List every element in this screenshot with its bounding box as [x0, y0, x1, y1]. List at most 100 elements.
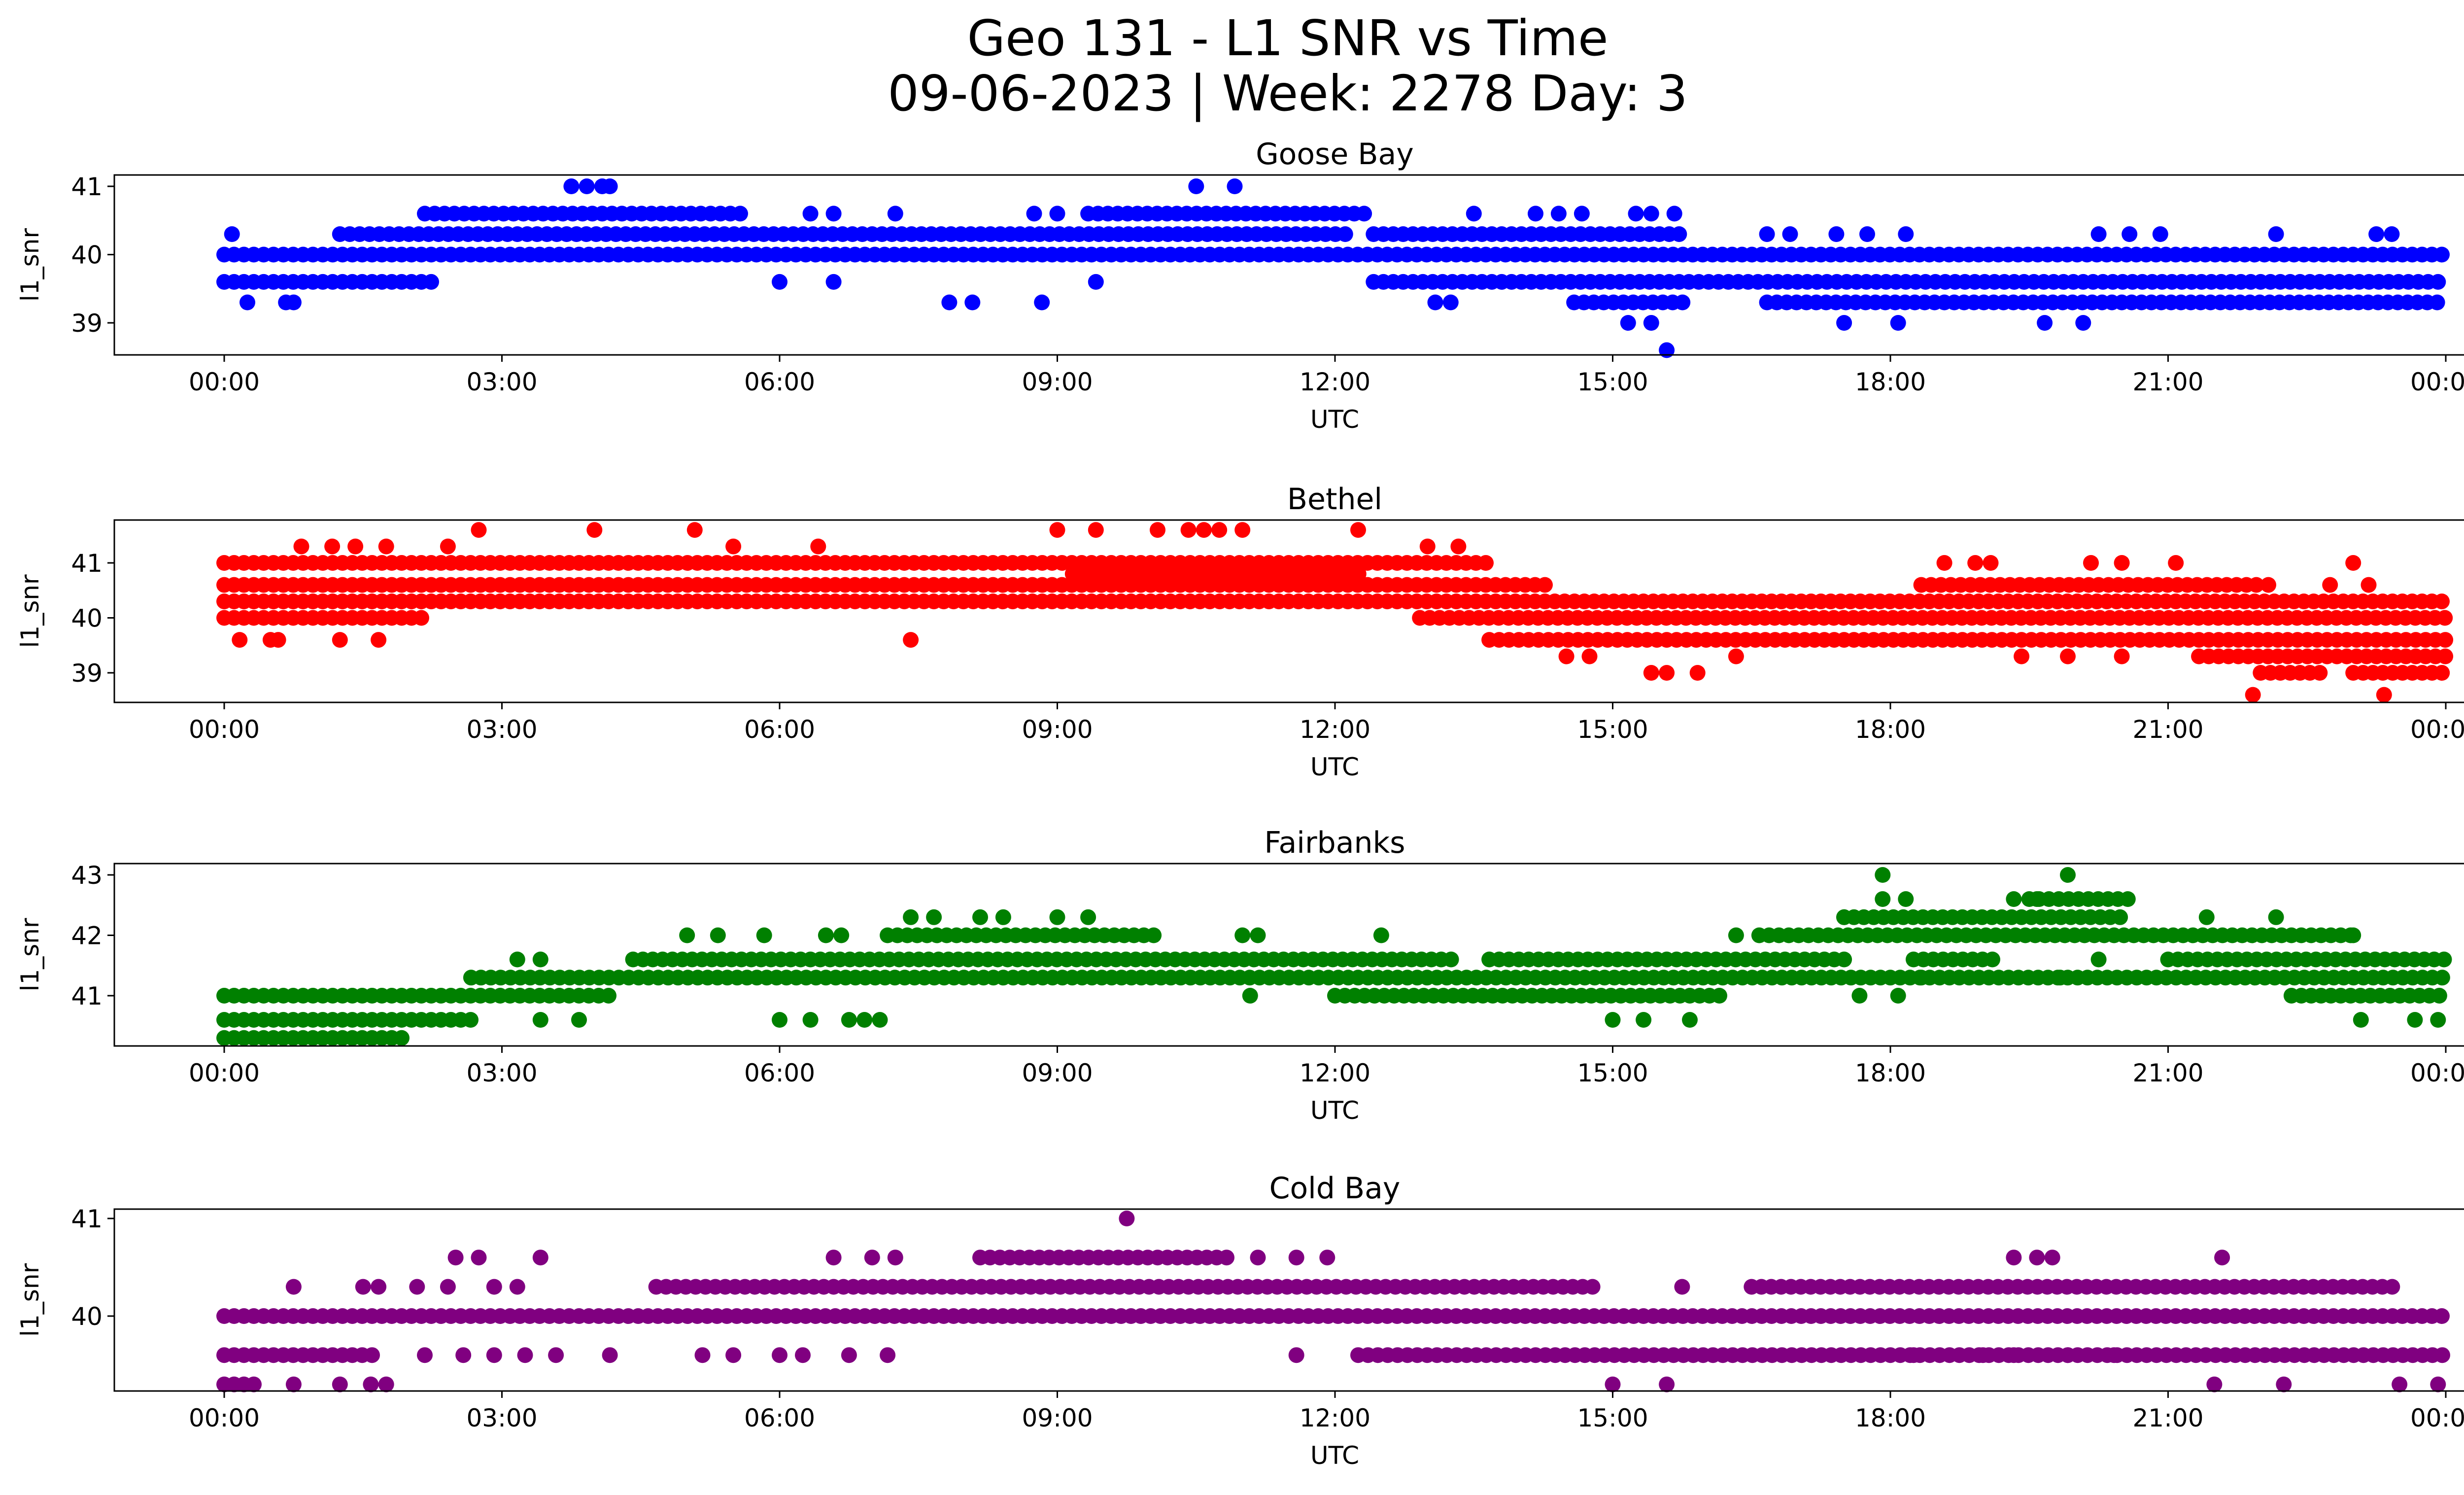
data-point — [1337, 226, 1353, 242]
data-point — [1674, 1279, 1690, 1295]
panel-title: Cold Bay — [1269, 1171, 1401, 1206]
data-point — [2434, 246, 2450, 263]
data-point — [1782, 226, 1798, 242]
data-point — [293, 538, 309, 555]
data-point — [285, 1376, 302, 1392]
data-point — [872, 1012, 888, 1028]
data-point — [2260, 577, 2276, 593]
data-point — [1906, 1347, 1921, 1363]
data-point — [586, 522, 603, 538]
data-point — [232, 632, 248, 648]
data-point — [864, 1250, 880, 1266]
data-point — [772, 1347, 787, 1363]
x-axis-label: UTC — [1310, 1096, 1359, 1125]
data-point — [602, 1347, 618, 1363]
data-point — [509, 951, 525, 968]
data-point — [571, 1012, 587, 1028]
data-point — [1350, 522, 1366, 538]
data-point — [972, 909, 988, 925]
data-point — [1119, 1211, 1135, 1226]
y-tick-label: 41 — [71, 549, 103, 578]
x-tick-label: 03:00 — [466, 1404, 537, 1432]
data-point — [471, 1250, 487, 1266]
data-point — [2431, 988, 2447, 1004]
data-point — [440, 538, 456, 555]
data-point — [1890, 988, 1906, 1004]
x-tick-label: 00:00 — [2410, 1059, 2464, 1087]
data-point — [2214, 1250, 2230, 1266]
x-tick-label: 21:00 — [2132, 715, 2203, 744]
x-tick-label: 00:00 — [2410, 368, 2464, 396]
data-point — [1643, 206, 1659, 222]
data-point — [423, 274, 439, 290]
data-point — [1574, 206, 1590, 222]
data-point — [2006, 891, 2022, 907]
data-point — [285, 1279, 302, 1295]
data-point — [1836, 315, 1852, 331]
data-point — [825, 206, 842, 222]
data-point — [795, 1347, 811, 1363]
y-tick-label: 41 — [71, 173, 103, 201]
data-point — [324, 538, 341, 555]
data-point — [2014, 648, 2030, 664]
panel-title: Bethel — [1287, 482, 1382, 517]
data-point — [1196, 522, 1212, 538]
data-point — [2090, 226, 2107, 242]
data-point — [887, 206, 903, 222]
data-point — [486, 1279, 502, 1295]
data-point — [2044, 1250, 2060, 1266]
data-point — [841, 1347, 857, 1363]
data-point — [447, 1250, 464, 1266]
y-axis-label: l1_snr — [16, 228, 44, 302]
y-tick-label: 39 — [71, 659, 103, 688]
data-point — [1913, 970, 1929, 986]
data-point — [1288, 1347, 1304, 1363]
data-point — [378, 1376, 394, 1392]
data-point — [2322, 577, 2338, 593]
data-point — [548, 1347, 564, 1363]
x-axis-label: UTC — [1310, 405, 1359, 434]
data-point — [1875, 891, 1891, 907]
data-point — [455, 1347, 472, 1363]
data-point — [833, 927, 850, 943]
data-point — [1836, 909, 1852, 925]
data-point — [1443, 951, 1459, 968]
data-point — [1227, 178, 1243, 194]
data-point — [413, 610, 429, 626]
y-tick-label: 43 — [71, 861, 103, 890]
data-point — [1478, 555, 1494, 571]
x-tick-label: 00:00 — [189, 715, 260, 744]
x-axis-label: UTC — [1310, 1441, 1359, 1470]
x-tick-label: 15:00 — [1577, 368, 1648, 396]
data-point — [2437, 632, 2454, 648]
data-point — [2114, 555, 2130, 571]
x-tick-label: 18:00 — [1855, 1404, 1926, 1432]
data-point — [2083, 555, 2099, 571]
panel-title: Goose Bay — [1256, 137, 1414, 172]
data-point — [517, 1347, 533, 1363]
data-point — [463, 1012, 479, 1028]
chart-subtitle: 09-06-2023 | Week: 2278 Day: 3 — [888, 65, 1688, 122]
data-point — [802, 206, 819, 222]
data-point — [1319, 1250, 1335, 1266]
data-point — [1528, 206, 1543, 222]
data-point — [371, 632, 387, 648]
data-point — [378, 538, 394, 555]
data-point — [2206, 1376, 2223, 1392]
data-point — [1219, 1250, 1234, 1266]
data-point — [880, 1347, 896, 1363]
data-point — [602, 178, 618, 194]
data-point — [2075, 315, 2091, 331]
data-point — [1049, 522, 1065, 538]
data-point — [2090, 951, 2107, 968]
data-point — [246, 1376, 262, 1392]
data-point — [2152, 226, 2168, 242]
data-point — [240, 294, 255, 311]
y-axis-label: l1_snr — [16, 1263, 44, 1337]
data-point — [2430, 1012, 2446, 1028]
data-point — [1427, 294, 1443, 311]
data-point — [1636, 1012, 1652, 1028]
x-tick-label: 15:00 — [1577, 1404, 1648, 1432]
data-point — [1936, 555, 1952, 571]
